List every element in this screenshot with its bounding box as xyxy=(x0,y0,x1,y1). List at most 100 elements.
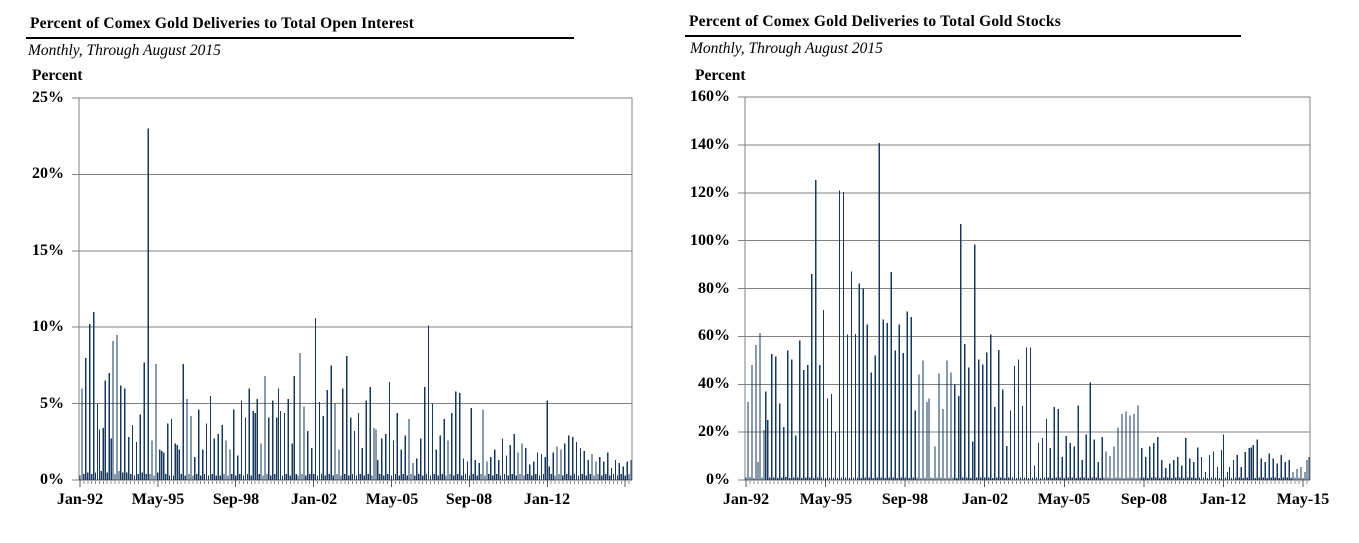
bar xyxy=(607,452,609,480)
bar xyxy=(165,473,167,480)
bar xyxy=(622,466,624,480)
bar xyxy=(595,461,597,480)
bar xyxy=(938,373,940,480)
bar xyxy=(956,477,958,480)
bar xyxy=(186,399,188,480)
bar xyxy=(978,359,980,481)
bar xyxy=(1121,413,1123,480)
bar xyxy=(575,441,578,480)
bar xyxy=(749,477,751,480)
bar xyxy=(484,475,486,480)
bar xyxy=(153,475,155,480)
bar xyxy=(490,457,492,480)
bar xyxy=(1149,446,1151,480)
bar xyxy=(260,443,262,480)
bar xyxy=(289,475,291,480)
bar xyxy=(1171,477,1173,480)
bar xyxy=(765,391,767,480)
bar xyxy=(928,398,930,480)
bar xyxy=(1117,427,1119,480)
bar xyxy=(418,473,420,480)
bar xyxy=(1169,463,1171,480)
bar xyxy=(1294,477,1296,480)
bar xyxy=(523,475,525,480)
y-axis-title: Percent xyxy=(32,67,83,84)
bar xyxy=(814,179,817,480)
bar xyxy=(908,477,910,480)
bar xyxy=(1081,460,1083,480)
x-tick-label: Jan-02 xyxy=(290,491,338,508)
bar xyxy=(188,473,190,480)
bar xyxy=(252,411,254,480)
bar xyxy=(826,398,829,480)
bar xyxy=(503,473,506,480)
bar xyxy=(1234,477,1237,480)
y-tick-label: 15% xyxy=(32,242,64,259)
bar xyxy=(470,408,473,480)
bar xyxy=(423,386,426,480)
bar xyxy=(203,473,206,480)
bar xyxy=(1009,410,1012,480)
bar xyxy=(225,440,227,480)
bar xyxy=(400,449,402,480)
bar xyxy=(215,475,217,480)
bar xyxy=(587,460,589,480)
bar xyxy=(1057,408,1059,480)
bar xyxy=(926,401,928,480)
bar xyxy=(1230,477,1233,480)
bar xyxy=(348,475,350,480)
chart-subtitle: Monthly, Through August 2015 xyxy=(28,42,221,59)
bar xyxy=(1109,456,1111,480)
bar xyxy=(842,191,845,480)
bar xyxy=(992,477,994,480)
bar xyxy=(986,352,988,480)
bar xyxy=(375,429,377,480)
bar xyxy=(190,415,192,480)
bar xyxy=(143,362,145,480)
bar xyxy=(328,473,330,480)
bar xyxy=(542,473,545,480)
bar xyxy=(478,463,480,480)
bar xyxy=(1224,477,1227,480)
bar xyxy=(205,423,208,480)
bar xyxy=(761,477,763,480)
bar xyxy=(573,473,576,480)
x-tick-label: Jan-92 xyxy=(56,491,104,508)
x-tick-label: Sep-08 xyxy=(445,491,493,508)
bar xyxy=(531,475,533,480)
bar xyxy=(1083,477,1085,480)
bar xyxy=(914,410,916,480)
bar xyxy=(562,475,564,480)
bar xyxy=(519,473,521,480)
bar xyxy=(406,475,408,480)
bar xyxy=(1131,477,1133,480)
bar xyxy=(200,475,202,480)
bar xyxy=(888,477,890,480)
y-tick-label: 0% xyxy=(706,471,730,488)
bar xyxy=(507,475,509,480)
bar xyxy=(1185,437,1187,480)
bar xyxy=(1119,477,1121,480)
bar xyxy=(180,473,182,480)
bar xyxy=(852,477,855,480)
bar xyxy=(787,350,789,480)
bar xyxy=(1167,477,1169,480)
bar xyxy=(996,477,998,480)
bar xyxy=(579,447,582,480)
y-tick-label: 40% xyxy=(698,375,730,392)
bar xyxy=(213,438,215,480)
bar xyxy=(980,477,982,480)
bar xyxy=(1011,477,1014,480)
bar xyxy=(435,449,437,480)
bar xyxy=(791,359,793,481)
bar xyxy=(385,434,387,480)
bar xyxy=(1027,477,1030,480)
bar xyxy=(318,402,321,480)
bar xyxy=(98,429,101,480)
bar xyxy=(1135,477,1137,480)
bar xyxy=(1202,477,1205,480)
bar xyxy=(217,434,219,480)
bar xyxy=(932,477,934,480)
bar xyxy=(279,411,282,480)
bar xyxy=(964,343,966,480)
